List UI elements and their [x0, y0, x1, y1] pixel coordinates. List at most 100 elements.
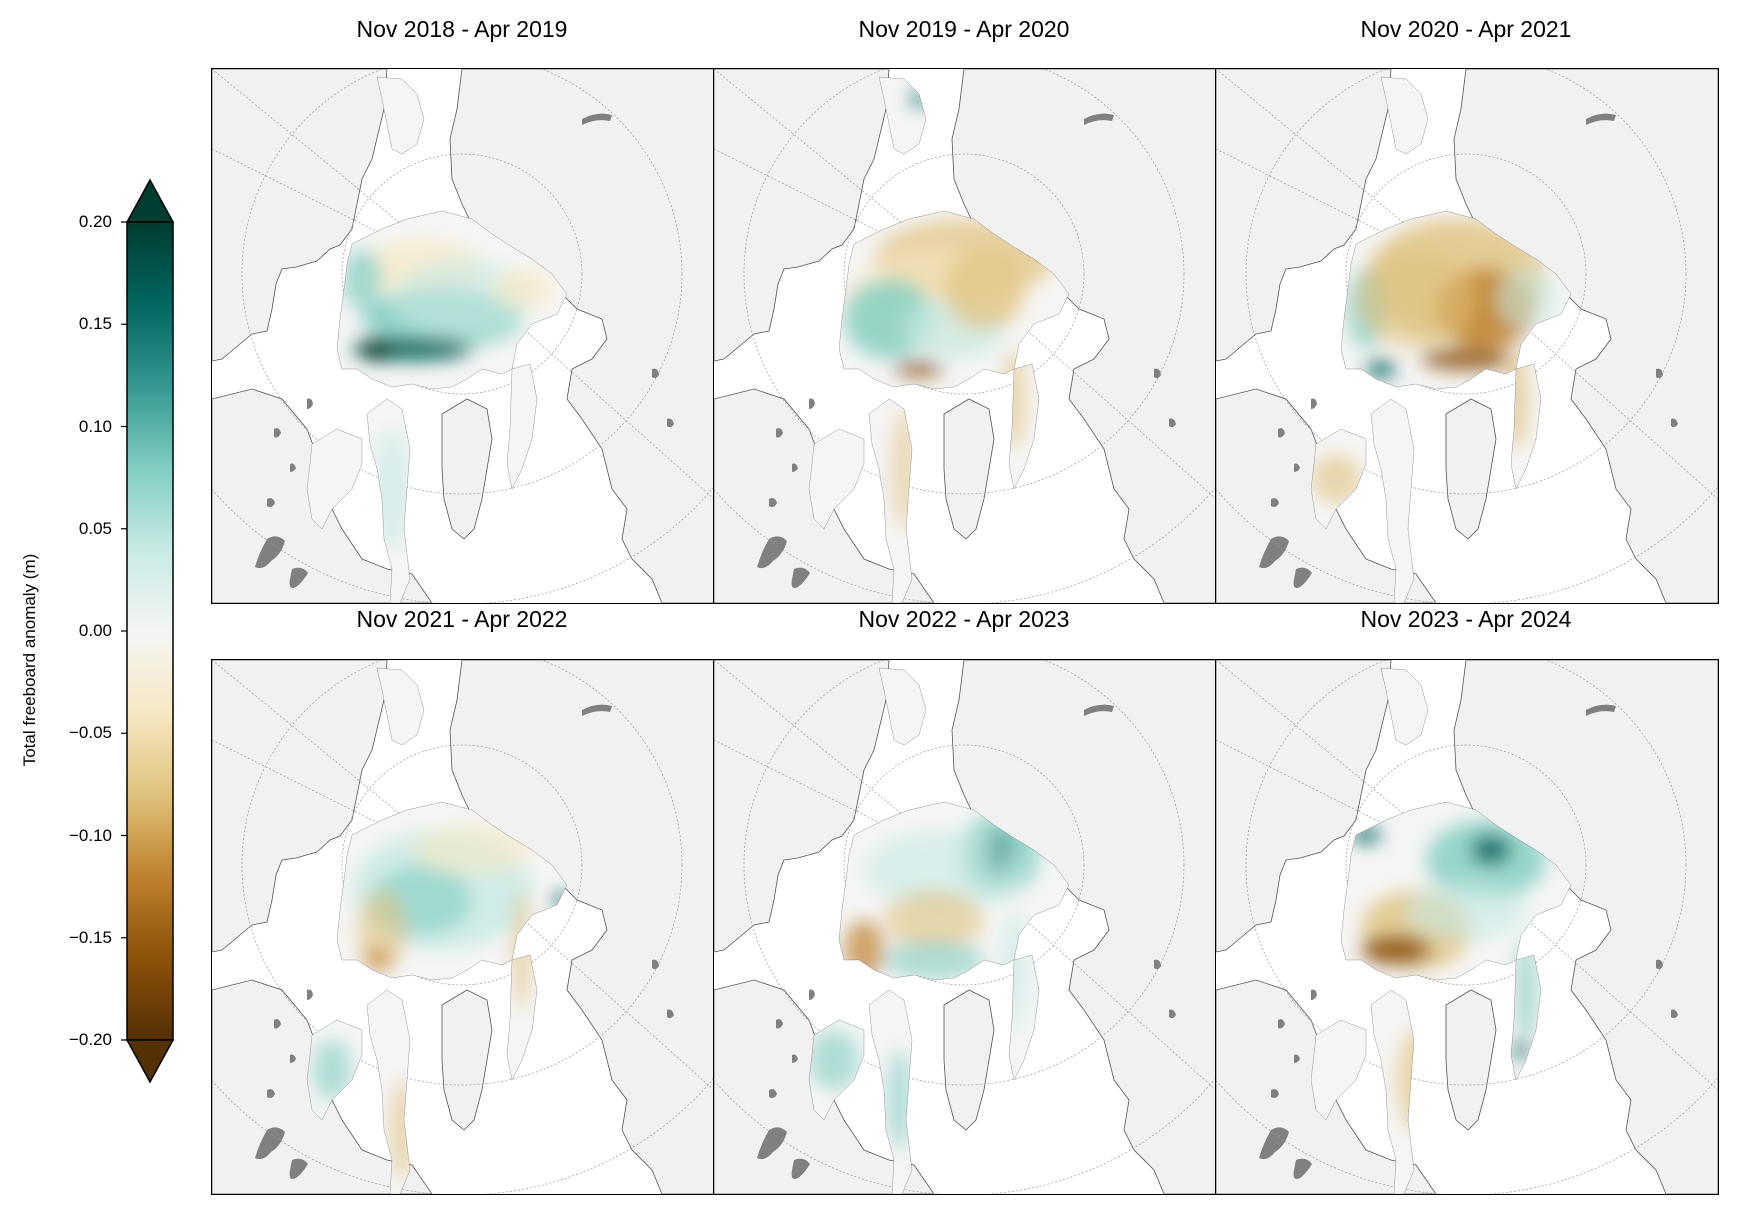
anomaly-patch [1366, 359, 1396, 379]
anomaly-patch [1471, 835, 1511, 865]
land-mass [441, 989, 493, 1131]
land-mass [1453, 69, 1718, 603]
ice-edge [506, 954, 538, 1081]
ice-edge [878, 76, 927, 155]
lake [809, 989, 815, 1000]
lake [289, 1158, 308, 1179]
anomaly-patch [1356, 249, 1476, 349]
anomaly-patch [312, 1040, 352, 1100]
land-mass [1445, 989, 1497, 1131]
anomaly-patch [887, 1050, 911, 1150]
lake [809, 398, 815, 409]
land-mass [1445, 398, 1497, 540]
lake [274, 1019, 281, 1029]
ice-edge [878, 667, 927, 746]
panel-title-2018-2019: Nov 2018 - Apr 2019 [356, 16, 568, 42]
lake [1084, 704, 1114, 716]
colorbar-tick-label: 0.05 [78, 518, 112, 538]
colorbar-tick-label: 0.20 [78, 212, 112, 231]
ice-edge [336, 801, 568, 981]
colorbar-tick-label: 0.00 [78, 621, 112, 640]
land-mass [951, 69, 1216, 603]
ice-edge [506, 363, 538, 490]
lake [307, 989, 313, 1000]
lake [255, 536, 285, 569]
panel-title-2020-2021: Nov 2020 - Apr 2021 [1360, 16, 1572, 42]
lake [1169, 1009, 1176, 1019]
land-mass [1216, 660, 1392, 953]
lake [1586, 113, 1616, 125]
ice-edge [376, 76, 425, 155]
lake [1294, 463, 1300, 472]
ice-edge [1310, 428, 1367, 530]
ice-edge [336, 210, 568, 390]
lake [582, 704, 612, 716]
lake [769, 1089, 777, 1098]
lake [267, 1089, 275, 1098]
lake [1311, 989, 1317, 1000]
map-panel-2019-2020 [713, 68, 1217, 604]
anomaly-patch [492, 269, 552, 309]
lake [1671, 418, 1678, 428]
colorbar-tick-label: 0.10 [78, 416, 112, 436]
ice-edge [1370, 398, 1415, 603]
lake [1586, 704, 1616, 716]
ice-edge [366, 989, 411, 1194]
ice-edge [1340, 210, 1572, 390]
lake [289, 567, 308, 588]
land-mass [951, 660, 1216, 1194]
ice-edge [1340, 801, 1572, 981]
anomaly-patch [864, 830, 1024, 910]
ice-edge [1380, 76, 1429, 155]
anomaly-patch [362, 948, 392, 972]
ice-edge [1310, 1019, 1367, 1121]
ice-edge [306, 1019, 363, 1121]
map-panel-2020-2021 [1215, 68, 1719, 604]
map-canvas [714, 69, 1216, 603]
ice-edge [1008, 363, 1040, 490]
lake [255, 1127, 285, 1160]
ice-edge [1380, 667, 1429, 746]
lake [776, 428, 783, 438]
anomaly-patch [1311, 454, 1361, 504]
map-canvas [1216, 660, 1718, 1194]
anomaly-patch [1514, 940, 1538, 1040]
lake [1294, 1054, 1300, 1063]
lake [307, 398, 313, 409]
land-mass [449, 69, 714, 603]
lake [757, 536, 787, 569]
lake [1169, 418, 1176, 428]
lake [274, 428, 281, 438]
lake [1311, 398, 1317, 409]
panel-title-2022-2023: Nov 2022 - Apr 2023 [858, 606, 1070, 632]
colorbar-tick-label: −0.10 [68, 825, 112, 845]
ice-edge [1008, 954, 1040, 1081]
lake [769, 498, 777, 507]
ice-edge [838, 210, 1070, 390]
lake [791, 1158, 810, 1179]
lake [290, 1054, 296, 1063]
lake [1259, 1127, 1289, 1160]
colorbar-tick-marks [121, 221, 127, 1041]
lake [792, 463, 798, 472]
map-canvas [212, 660, 714, 1194]
ice-edge [868, 398, 913, 603]
colorbar: 0.20 0.15 0.10 0.05 0.00 −0.05 −0.10 −0.15 −0.20… [0, 0, 200, 1207]
map-canvas [1216, 69, 1718, 603]
lake [792, 1054, 798, 1063]
colorbar-tick-label: −0.20 [68, 1030, 112, 1049]
colorbar-lower-extension [125, 1039, 175, 1084]
lake [667, 1009, 674, 1019]
land-mass [212, 660, 388, 953]
anomaly-patch [1421, 347, 1511, 371]
anomaly-patch [359, 337, 395, 361]
lake [776, 1019, 783, 1029]
anomaly-patch [884, 940, 984, 980]
lake [582, 113, 612, 125]
map-panel-2022-2023 [713, 659, 1217, 1195]
anomaly-patch [1361, 935, 1431, 965]
panel-title-2023-2024: Nov 2023 - Apr 2024 [1360, 606, 1572, 632]
map-panel-2018-2019 [211, 68, 715, 604]
land-mass [212, 69, 388, 362]
colorbar-tick-label: −0.05 [68, 723, 112, 743]
